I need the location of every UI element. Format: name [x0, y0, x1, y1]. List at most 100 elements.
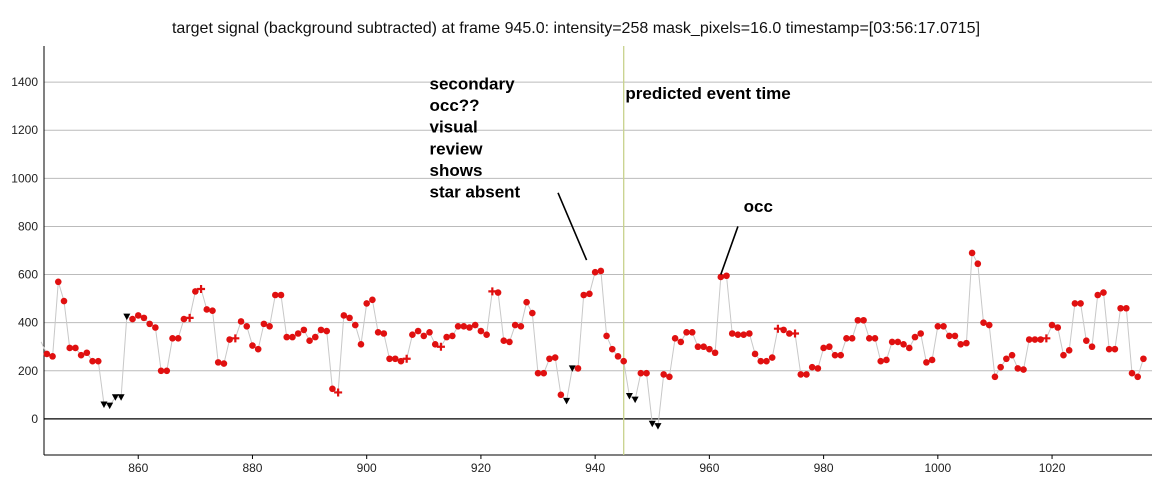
- data-point: [1071, 300, 1079, 307]
- x-tick-label: 1020: [1039, 461, 1066, 475]
- data-point: [431, 341, 439, 348]
- data-point: [620, 357, 628, 365]
- data-point: [1100, 289, 1107, 296]
- data-point: [808, 363, 816, 371]
- data-point: [786, 330, 793, 337]
- data-point: [848, 335, 856, 342]
- data-point: [294, 330, 302, 337]
- data-point-low: [654, 423, 662, 430]
- data-point: [603, 332, 610, 340]
- data-point: [209, 307, 216, 314]
- data-point: [597, 267, 605, 275]
- data-point-low: [106, 402, 114, 410]
- data-point: [940, 322, 947, 330]
- data-point: [386, 355, 393, 363]
- annotation-text: shows: [430, 161, 483, 180]
- y-tick-label: 400: [18, 316, 38, 330]
- data-point: [363, 300, 370, 307]
- data-point: [483, 331, 490, 339]
- data-point: [877, 357, 885, 365]
- data-point: [1122, 304, 1130, 312]
- data-point: [1014, 365, 1022, 372]
- data-point: [797, 371, 805, 378]
- data-point: [843, 335, 850, 342]
- data-point: [134, 312, 142, 319]
- data-point: [1111, 345, 1119, 353]
- data-point-plus: [791, 329, 800, 338]
- annotation-text: visual: [430, 118, 478, 137]
- data-point: [1008, 351, 1016, 359]
- data-point: [511, 321, 519, 329]
- data-point: [711, 349, 719, 357]
- data-point: [374, 329, 382, 336]
- data-point: [494, 289, 502, 296]
- data-point: [220, 360, 228, 367]
- data-point: [865, 335, 873, 342]
- data-point: [957, 341, 964, 348]
- annotation-text: occ: [744, 197, 773, 216]
- data-point: [677, 338, 685, 346]
- data-point-low: [100, 401, 108, 408]
- data-point: [951, 332, 959, 340]
- data-point: [66, 344, 74, 352]
- data-point: [169, 335, 176, 342]
- data-point: [928, 356, 936, 364]
- data-point: [1128, 369, 1136, 377]
- tick-labels: 0 200 400 600 800 1000 1200 1400 860 880 900 920 940…: [11, 75, 1065, 475]
- data-point: [963, 339, 970, 347]
- data-point: [1083, 337, 1090, 345]
- data-point: [529, 309, 536, 317]
- data-point: [329, 385, 336, 393]
- data-point: [666, 373, 673, 381]
- data-point: [311, 333, 319, 341]
- x-tick-label: 940: [585, 461, 605, 475]
- data-point: [803, 371, 810, 378]
- data-point: [289, 333, 296, 341]
- data-point: [768, 354, 776, 361]
- data-point: [1094, 291, 1102, 299]
- data-point: [323, 327, 331, 335]
- axes: [43, 46, 1152, 459]
- data-point: [694, 343, 702, 351]
- data-point: [740, 331, 747, 339]
- data-point: [146, 320, 153, 328]
- data-point: [837, 351, 845, 359]
- data-point: [357, 341, 365, 348]
- data-point: [820, 344, 827, 352]
- data-point: [306, 337, 313, 345]
- chart-title: target signal (background subtracted) at…: [171, 20, 981, 37]
- data-point: [608, 345, 616, 353]
- data-point: [94, 357, 102, 365]
- data-point: [300, 326, 308, 334]
- data-point: [860, 316, 867, 324]
- data-point-plus: [1042, 334, 1051, 343]
- data-point-plus: [436, 342, 445, 351]
- data-point: [1054, 324, 1062, 331]
- y-tick-label: 1200: [11, 123, 38, 137]
- data-point: [614, 353, 622, 360]
- data-point: [1065, 347, 1073, 354]
- data-point-low: [111, 394, 119, 401]
- data-point: [77, 351, 85, 359]
- data-point: [917, 330, 924, 337]
- data-point: [780, 326, 787, 334]
- data-point: [637, 369, 645, 377]
- data-point: [414, 327, 422, 335]
- series-connector: [40, 251, 1144, 427]
- x-tick-label: 880: [242, 461, 262, 475]
- data-point: [997, 363, 1004, 371]
- data-point: [574, 365, 582, 372]
- data-point: [214, 359, 222, 366]
- data-points: [43, 249, 1147, 430]
- data-point: [460, 322, 468, 330]
- data-point: [728, 330, 736, 337]
- data-point: [1020, 366, 1027, 373]
- x-tick-label: 860: [128, 461, 148, 475]
- data-point: [1077, 300, 1084, 307]
- data-point: [643, 369, 650, 377]
- data-point: [129, 315, 136, 323]
- data-point: [923, 359, 930, 366]
- data-point: [54, 278, 62, 286]
- x-tick-label: 1000: [924, 461, 951, 475]
- data-point: [905, 344, 913, 352]
